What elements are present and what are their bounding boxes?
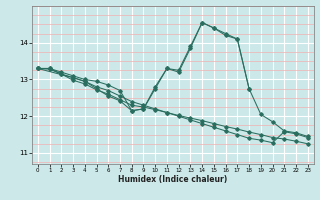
X-axis label: Humidex (Indice chaleur): Humidex (Indice chaleur) (118, 175, 228, 184)
